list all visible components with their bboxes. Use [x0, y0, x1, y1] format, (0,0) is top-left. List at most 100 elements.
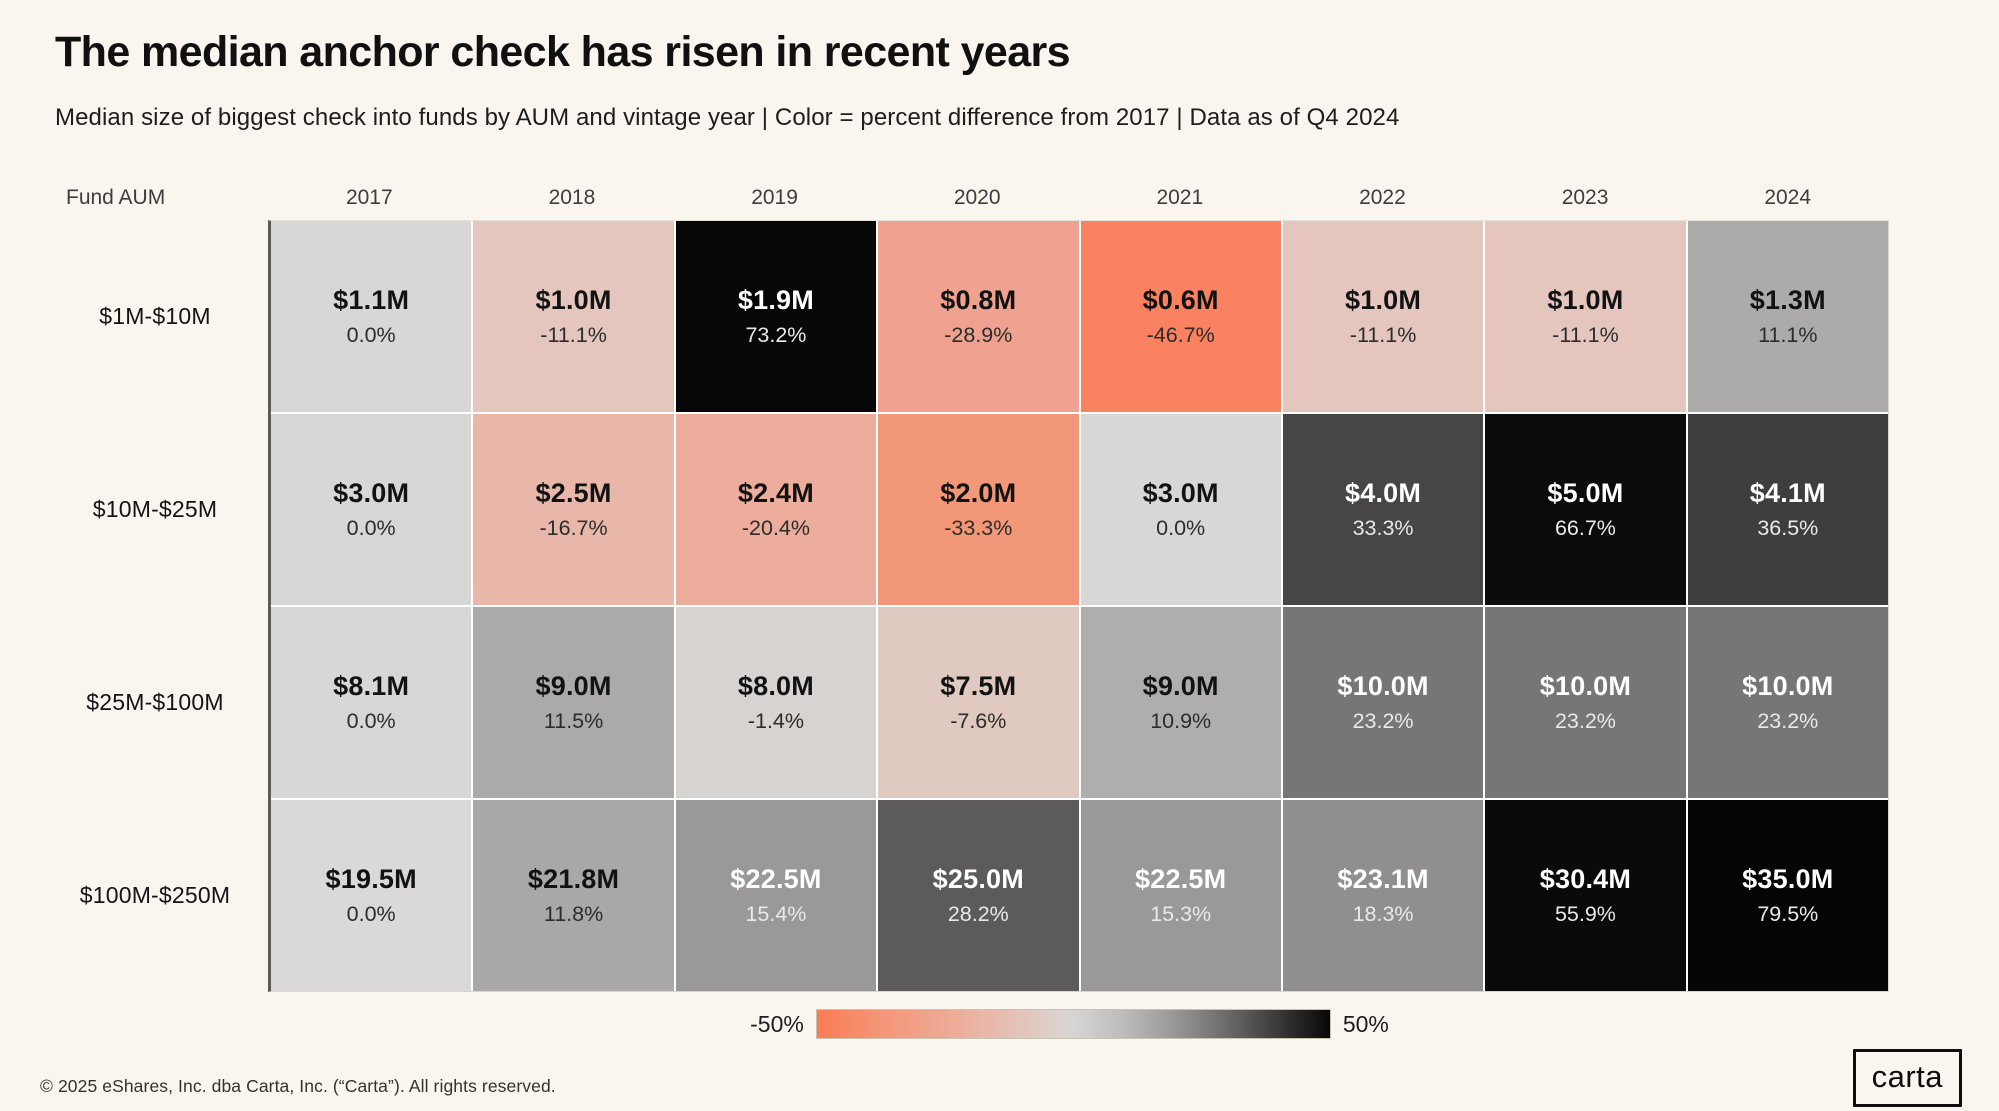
heatmap-cell: $2.4M -20.4% — [675, 414, 877, 605]
cell-percent: 15.3% — [1150, 902, 1212, 926]
page-title: The median anchor check has risen in rec… — [55, 28, 1071, 76]
cell-value: $9.0M — [535, 671, 612, 701]
row-label: $100M-$250M — [79, 882, 231, 908]
cell-value: $10.0M — [1539, 671, 1632, 701]
heatmap-cell: $10.0M 23.2% — [1485, 607, 1686, 798]
cell-value: $7.5M — [940, 671, 1017, 701]
cell-value: $4.1M — [1749, 478, 1826, 508]
cell-value: $35.0M — [1742, 864, 1834, 894]
column-header-2021: 2021 — [1156, 186, 1204, 209]
cell-percent: 66.7% — [1554, 516, 1616, 540]
column-header-2023: 2023 — [1561, 186, 1609, 209]
heatmap-cell: $1.3M 11.1% — [1687, 221, 1888, 412]
cell-value: $10.0M — [1742, 671, 1834, 701]
cell-percent: -46.7% — [1146, 323, 1215, 347]
column-header-2018: 2018 — [548, 186, 596, 209]
cell-percent: 0.0% — [346, 709, 396, 733]
heatmap-cell: $9.0M 10.9% — [1080, 607, 1281, 798]
heatmap-cell: $4.1M 36.5% — [1687, 414, 1888, 605]
cell-value: $1.0M — [1547, 285, 1624, 315]
column-header-2017: 2017 — [345, 186, 393, 209]
cell-value: $0.8M — [940, 285, 1017, 315]
heatmap-cell: $7.5M -7.6% — [878, 607, 1079, 798]
cell-percent: -7.6% — [950, 709, 1007, 733]
cell-percent: -20.4% — [741, 516, 810, 540]
cell-percent: -33.3% — [944, 516, 1013, 540]
cell-value: $1.3M — [1749, 285, 1826, 315]
cell-value: $3.0M — [333, 478, 410, 508]
cell-percent: 23.2% — [1554, 709, 1616, 733]
heatmap-body: $1M-$10M $10M-$25M $25M-$100M $100M-$250M $… — [42, 220, 1889, 992]
heatmap-cell: $5.0M 66.7% — [1485, 414, 1686, 605]
cell-percent: 0.0% — [346, 516, 396, 540]
color-legend: -50% 50% — [125, 1009, 1999, 1039]
heatmap-cell: $35.0M 79.5% — [1687, 800, 1888, 991]
cell-value: $8.0M — [737, 671, 814, 701]
heatmap-cell: $22.5M 15.4% — [675, 800, 877, 991]
heatmap-cell: $23.1M 18.3% — [1282, 800, 1484, 991]
cell-percent: 0.0% — [346, 902, 396, 926]
cell-percent: 10.9% — [1150, 709, 1212, 733]
year-column-headers: 2017 2018 2019 2020 2021 2022 2023 2024 — [268, 186, 1889, 220]
heatmap-cell: $4.0M 33.3% — [1282, 414, 1484, 605]
cell-percent: 79.5% — [1757, 902, 1819, 926]
cell-percent: -11.1% — [540, 323, 607, 347]
cell-value: $21.8M — [527, 864, 620, 894]
heatmap-cell: $3.0M 0.0% — [271, 414, 472, 605]
copyright-text: © 2025 eShares, Inc. dba Carta, Inc. (“C… — [40, 1076, 556, 1096]
cell-percent: 11.8% — [543, 902, 604, 926]
cell-percent: -1.4% — [747, 709, 805, 733]
heatmap-cell: $10.0M 23.2% — [1282, 607, 1484, 798]
cell-value: $5.0M — [1547, 478, 1624, 508]
heatmap-cell: $1.1M 0.0% — [271, 221, 472, 412]
legend-max-label: 50% — [1342, 1010, 1389, 1037]
cell-percent: 23.2% — [1352, 709, 1414, 733]
cell-value: $25.0M — [932, 864, 1024, 894]
heatmap-cell: $1.0M -11.1% — [1282, 221, 1484, 412]
cell-value: $4.0M — [1345, 478, 1422, 508]
heatmap-cell: $8.0M -1.4% — [675, 607, 877, 798]
row-label: $25M-$100M — [86, 689, 224, 715]
heatmap-cell: $2.0M -33.3% — [878, 414, 1079, 605]
cell-value: $22.5M — [730, 864, 822, 894]
cell-percent: 0.0% — [346, 323, 396, 347]
heatmap-cell: $0.8M -28.9% — [878, 221, 1079, 412]
column-header-2024: 2024 — [1764, 186, 1812, 209]
cell-value: $10.0M — [1337, 671, 1429, 701]
cell-percent: -11.1% — [1349, 323, 1417, 347]
cell-value: $1.0M — [535, 285, 612, 315]
cell-value: $22.5M — [1135, 864, 1227, 894]
row-label: $1M-$10M — [99, 303, 211, 329]
heatmap-cell: $21.8M 11.8% — [473, 800, 674, 991]
column-header-2022: 2022 — [1359, 186, 1406, 209]
heatmap-chart: Fund AUM 2017 2018 2019 2020 2021 2022 2023 202… — [42, 178, 1889, 992]
cell-value: $2.5M — [535, 478, 612, 508]
cell-percent: 28.2% — [947, 902, 1009, 926]
cell-percent: -28.9% — [944, 323, 1013, 347]
heatmap-cell: $9.0M 11.5% — [473, 607, 674, 798]
cell-value: $1.1M — [333, 285, 410, 315]
page-subtitle: Median size of biggest check into funds … — [55, 104, 1400, 131]
heatmap-cell: $8.1M 0.0% — [271, 607, 472, 798]
cell-percent: 23.2% — [1757, 709, 1819, 733]
row-label: $10M-$25M — [92, 496, 218, 522]
heatmap-cell: $1.0M -11.1% — [473, 221, 674, 412]
cell-percent: 18.3% — [1352, 902, 1414, 926]
heatmap-cell: $1.0M -11.1% — [1485, 221, 1686, 412]
heatmap-cell: $2.5M -16.7% — [473, 414, 674, 605]
cell-value: $9.0M — [1142, 671, 1219, 701]
cell-percent: 36.5% — [1757, 516, 1819, 540]
heatmap-cell: $22.5M 15.3% — [1080, 800, 1281, 991]
fund-aum-corner-label: Fund AUM — [66, 186, 166, 209]
heatmap-cell: $0.6M -46.7% — [1080, 221, 1281, 412]
cell-percent: -11.1% — [1552, 323, 1619, 347]
cell-value: $3.0M — [1142, 478, 1219, 508]
cell-value: $1.0M — [1345, 285, 1422, 315]
heatmap-cell: $1.9M 73.2% — [675, 221, 877, 412]
cell-percent: 11.5% — [543, 709, 604, 733]
cell-percent: 73.2% — [745, 323, 807, 347]
legend-gradient-bar — [815, 1009, 1331, 1039]
heatmap-cell: $19.5M 0.0% — [271, 800, 472, 991]
cell-value: $2.0M — [940, 478, 1017, 508]
